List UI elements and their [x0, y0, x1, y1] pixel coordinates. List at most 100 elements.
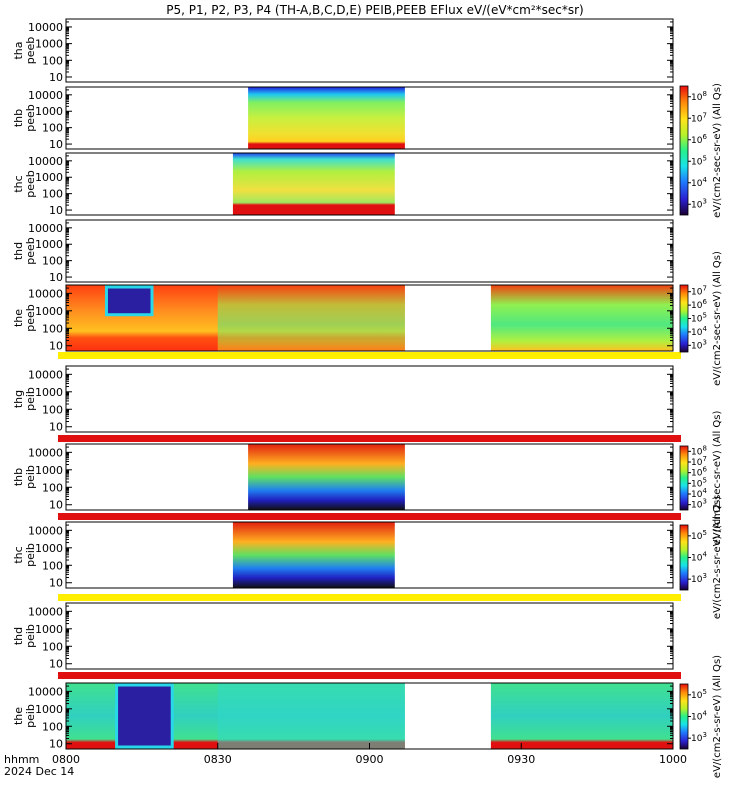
y-tick-label: 10 — [49, 738, 63, 751]
y-tick-label: 100 — [42, 54, 63, 67]
y-tick-label: 10 — [49, 499, 63, 512]
panel-frame — [65, 18, 674, 83]
colorbar: 103 104 105 eV/(cm2-s-sr-eV) (All Qs) — [679, 655, 723, 778]
colorbar-tick-label: 103 — [691, 731, 707, 744]
x-tick-label: 0830 — [204, 753, 232, 766]
panel-probe-label: the — [12, 707, 25, 725]
panel-probe-label: thb — [12, 109, 25, 127]
panel-probe-label: thc — [12, 546, 25, 563]
panel-product-label: peeb — [24, 237, 37, 265]
y-tick-label: 10000 — [28, 605, 63, 618]
colorbar-tick-label: 105 — [691, 154, 707, 167]
time-axis-label: hhmm — [4, 753, 39, 766]
separator-bar — [58, 352, 681, 359]
y-tick-label: 1000 — [35, 542, 63, 555]
y-tick-label: 10000 — [28, 368, 63, 381]
panel-probe-label: thc — [12, 175, 25, 192]
colorbar-title: eV/(cm2-sec-sr-eV) (All Qs) — [712, 411, 723, 546]
panel-product-label: peeb — [24, 37, 37, 65]
colorbar-tick-label: 105 — [691, 688, 707, 701]
y-tick-label: 100 — [42, 720, 63, 733]
y-tick-label: 1000 — [35, 105, 63, 118]
y-tick-label: 10000 — [28, 222, 63, 235]
panel-probe-label: thg — [12, 390, 25, 408]
y-tick-label: 10 — [49, 138, 63, 151]
x-axis: 0800 0830 0900 0930 1000 — [52, 743, 687, 766]
data-span — [490, 285, 673, 351]
colorbar-tick-label: 103 — [691, 338, 707, 351]
x-tick-label: 0930 — [507, 753, 535, 766]
separator-bar — [58, 594, 681, 601]
y-tick-label: 10 — [49, 658, 63, 671]
panel-product-label: peeb — [24, 104, 37, 132]
y-tick-label: 1000 — [35, 305, 63, 318]
panel-probe-label: thd — [12, 242, 25, 260]
low-flux-patch — [104, 285, 154, 317]
panel-product-label: peib — [24, 704, 37, 728]
colorbar-tick-label: 108 — [691, 90, 707, 103]
colorbar-tick-label: 107 — [691, 455, 707, 468]
y-tick-label: 10 — [49, 340, 63, 353]
panel-probe-label: thb — [12, 468, 25, 486]
y-tick-label: 1000 — [35, 623, 63, 636]
colorbar-tick-label: 108 — [691, 444, 707, 457]
colorbar-tick-label: 104 — [691, 551, 707, 564]
colorbar-tick-label: 106 — [691, 133, 707, 146]
y-tick-label: 100 — [42, 255, 63, 268]
figure-title: P5, P1, P2, P3, P4 (TH-A,B,C,D,E) PEIB,P… — [166, 3, 583, 17]
colorbar-title: eV/(cm2-sec-sr-eV) (All Qs) — [712, 251, 723, 386]
low-flux-patch — [115, 683, 174, 749]
y-tick-label: 10000 — [28, 287, 63, 300]
colorbar-title: eV/(cm2-s-sr-eV) (All Qs) — [712, 496, 723, 619]
colorbar-ramp — [679, 284, 689, 353]
y-tick-label: 10 — [49, 577, 63, 590]
y-tick-label: 10000 — [28, 685, 63, 698]
y-tick-label: 10 — [49, 421, 63, 434]
colorbar-ramp — [679, 445, 689, 511]
x-tick-label: 0800 — [52, 753, 80, 766]
colorbar-ramp — [679, 524, 689, 591]
colorbar-tick-label: 104 — [691, 710, 707, 723]
colorbar-tick-label: 105 — [691, 312, 707, 325]
y-tick-label: 100 — [42, 559, 63, 572]
y-tick-label: 10 — [49, 204, 63, 217]
colorbar-tick-label: 106 — [691, 298, 707, 311]
data-span — [232, 153, 395, 215]
colorbar-tick-label: 106 — [691, 466, 707, 479]
y-tick-label: 100 — [42, 122, 63, 135]
panel-frame — [65, 219, 674, 283]
separator-bar — [58, 513, 681, 520]
colorbar-ramp — [679, 683, 689, 750]
y-tick-label: 100 — [42, 403, 63, 416]
colorbar-tick-label: 103 — [691, 498, 707, 511]
y-tick-label: 10000 — [28, 155, 63, 168]
panel-product-label: peib — [24, 387, 37, 411]
colorbar-tick-label: 103 — [691, 197, 707, 210]
x-tick-label: 1000 — [659, 753, 687, 766]
colorbar-tick-label: 104 — [691, 325, 707, 338]
data-span — [248, 87, 405, 149]
y-tick-label: 10 — [49, 271, 63, 284]
y-tick-label: 1000 — [35, 38, 63, 51]
panel-frame — [65, 602, 674, 670]
panel-probe-label: tha — [12, 41, 25, 59]
colorbar-tick-label: 107 — [691, 285, 707, 298]
colorbar-tick-label: 107 — [691, 111, 707, 124]
colorbar: 103 104 105 eV/(cm2-s-sr-eV) (All Qs) — [679, 496, 723, 619]
panel-product-label: peeb — [24, 170, 37, 198]
y-tick-label: 100 — [42, 322, 63, 335]
colorbar-title: eV/(cm2-sec-sr-eV) (All Qs) — [712, 83, 723, 218]
